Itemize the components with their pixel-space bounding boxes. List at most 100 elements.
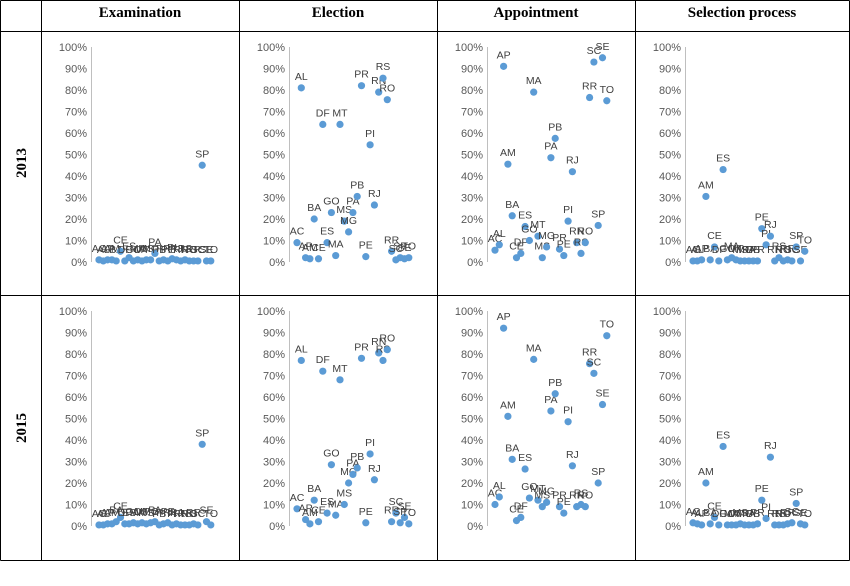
data-label: RS bbox=[178, 508, 193, 520]
data-label: SE bbox=[595, 41, 609, 53]
data-point bbox=[340, 217, 348, 225]
data-point bbox=[116, 247, 125, 255]
data-label: SE bbox=[199, 505, 213, 517]
y-tick-label: 0% bbox=[269, 521, 285, 533]
y-tick-label: 30% bbox=[65, 193, 87, 205]
data-point bbox=[400, 513, 409, 522]
data-label: GO bbox=[719, 508, 735, 520]
data-point bbox=[521, 222, 529, 231]
y-tick-label: 90% bbox=[263, 64, 285, 76]
data-label: PI bbox=[761, 501, 771, 513]
data-point bbox=[568, 168, 577, 176]
y-tick-label: 50% bbox=[263, 150, 285, 162]
data-label: PB bbox=[746, 244, 760, 256]
data-point bbox=[349, 470, 357, 478]
data-label: TO bbox=[798, 508, 812, 520]
data-label: AL bbox=[97, 508, 110, 520]
data-label: RN bbox=[569, 226, 584, 238]
data-point bbox=[517, 249, 525, 257]
data-label: MT bbox=[134, 506, 150, 518]
y-tick-label: 50% bbox=[65, 414, 87, 426]
data-point bbox=[306, 520, 314, 528]
data-label: AM bbox=[104, 507, 120, 519]
data-label: AC bbox=[290, 226, 305, 238]
data-label: MG bbox=[340, 215, 357, 227]
data-label: RO bbox=[379, 83, 395, 95]
data-label: PA bbox=[742, 244, 755, 256]
data-label: GO bbox=[125, 506, 141, 518]
y-tick-label: 50% bbox=[659, 150, 681, 162]
y-tick-label: 20% bbox=[263, 478, 285, 490]
data-label: MS bbox=[138, 243, 154, 255]
data-label: RJ bbox=[170, 507, 183, 519]
data-point bbox=[379, 356, 387, 365]
data-point bbox=[319, 367, 327, 375]
y-tick-label: 100% bbox=[653, 306, 681, 318]
data-label: MG bbox=[142, 506, 159, 518]
data-label: MG bbox=[736, 244, 753, 256]
data-label: SE bbox=[397, 242, 411, 254]
data-label: AM bbox=[500, 147, 516, 159]
data-label: AL bbox=[493, 480, 506, 492]
y-tick-label: 80% bbox=[659, 85, 681, 97]
data-point bbox=[598, 54, 607, 62]
y-tick-label: 10% bbox=[659, 236, 681, 248]
data-label: RO bbox=[379, 333, 395, 345]
data-point bbox=[530, 355, 538, 363]
data-label: RR bbox=[582, 347, 598, 359]
data-label: MT bbox=[134, 244, 150, 256]
data-label: AL bbox=[691, 507, 704, 519]
data-point bbox=[525, 236, 534, 245]
y-tick-label: 10% bbox=[659, 500, 681, 512]
data-point bbox=[336, 120, 344, 128]
data-label: MA bbox=[724, 241, 740, 253]
data-label: RJ bbox=[566, 449, 579, 461]
data-point bbox=[753, 520, 762, 528]
y-tick-label: 20% bbox=[461, 214, 483, 226]
data-point bbox=[801, 521, 809, 529]
data-label: MA bbox=[130, 507, 146, 519]
data-point bbox=[396, 519, 404, 527]
data-label: TO bbox=[600, 84, 614, 96]
data-label: AP bbox=[695, 508, 709, 520]
data-label: PI bbox=[761, 228, 771, 240]
data-point bbox=[534, 232, 542, 240]
y-tick-label: 100% bbox=[59, 42, 87, 54]
data-point bbox=[314, 255, 323, 263]
data-label: SP bbox=[591, 208, 605, 220]
y-tick-label: 30% bbox=[263, 457, 285, 469]
data-point bbox=[151, 249, 159, 257]
data-label: PB bbox=[350, 179, 364, 191]
data-point bbox=[388, 518, 396, 526]
data-label: PE bbox=[557, 239, 571, 251]
data-label: SP bbox=[789, 486, 803, 498]
data-point bbox=[116, 513, 125, 522]
data-point bbox=[564, 217, 572, 225]
y-tick-label: 90% bbox=[65, 64, 87, 76]
data-label: AP bbox=[101, 507, 115, 519]
row-header-2013: 2013 bbox=[14, 148, 30, 178]
data-point bbox=[788, 519, 796, 527]
data-point bbox=[547, 154, 555, 162]
data-point bbox=[702, 192, 710, 201]
y-tick-label: 20% bbox=[263, 214, 285, 226]
data-label: TO bbox=[204, 508, 218, 520]
data-label: PE bbox=[359, 506, 373, 518]
data-label: MS bbox=[336, 204, 352, 216]
data-point bbox=[719, 442, 727, 451]
data-label: PA bbox=[544, 141, 557, 153]
y-tick-label: 90% bbox=[659, 328, 681, 340]
data-point bbox=[345, 228, 353, 236]
data-label: RS bbox=[772, 241, 787, 253]
data-point bbox=[357, 354, 366, 362]
data-point bbox=[500, 324, 508, 332]
data-label: RS bbox=[178, 243, 193, 255]
data-label: GO bbox=[521, 481, 537, 493]
data-point bbox=[551, 390, 559, 398]
data-label: SC bbox=[191, 244, 206, 256]
data-point bbox=[706, 256, 714, 264]
data-label: AP bbox=[497, 49, 511, 61]
data-label: AC bbox=[92, 508, 107, 520]
data-label: MA bbox=[724, 508, 740, 520]
data-label: RR bbox=[186, 244, 202, 256]
